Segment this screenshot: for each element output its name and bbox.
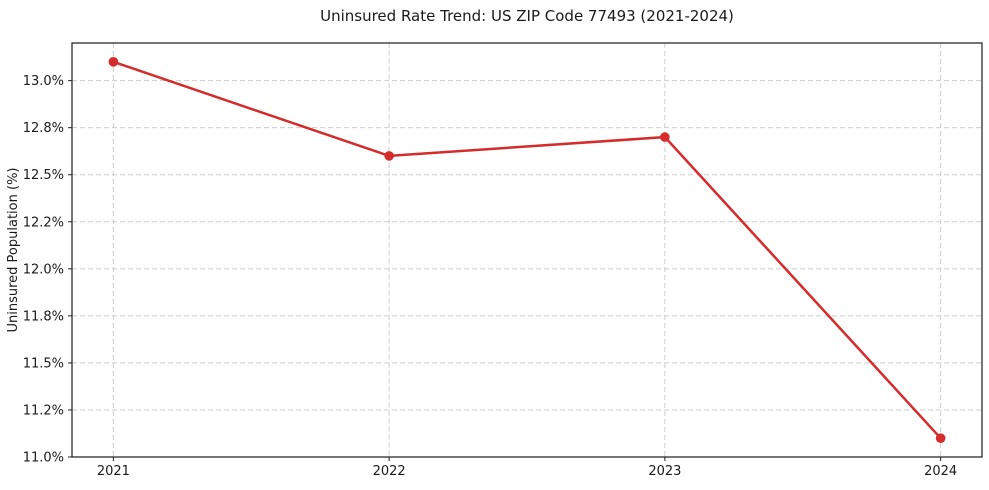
plot-area-border xyxy=(71,42,983,458)
y-tick-label: 12.8% xyxy=(23,121,64,136)
y-tick-label: 12.5% xyxy=(23,168,64,183)
data-point-marker xyxy=(108,57,119,67)
x-tick-label: 2021 xyxy=(97,464,130,479)
data-point-marker xyxy=(935,433,946,443)
y-tick-label: 11.2% xyxy=(23,403,64,418)
y-axis-label: Uninsured Population (%) xyxy=(6,168,21,333)
y-tick-label: 11.8% xyxy=(23,309,64,324)
tick-layer: 11.0% 11.2% 11.5% 11.8% 12.0% 12.2% 12.5% 12.8%… xyxy=(23,74,957,479)
y-tick-label: 13.0% xyxy=(23,74,64,89)
data-point-marker xyxy=(384,151,394,161)
trend-line xyxy=(112,60,942,440)
x-tick-label: 2023 xyxy=(648,464,681,479)
data-point-marker xyxy=(660,132,670,142)
series-layer xyxy=(108,57,946,443)
x-tick-label: 2022 xyxy=(373,464,406,479)
y-tick-label: 12.2% xyxy=(23,215,64,230)
y-tick-label: 12.0% xyxy=(23,262,64,277)
chart-title: Uninsured Rate Trend: US ZIP Code 77493 … xyxy=(320,7,734,25)
y-tick-label: 11.0% xyxy=(23,451,64,466)
y-tick-label: 11.5% xyxy=(23,356,64,371)
x-tick-label: 2024 xyxy=(924,464,957,479)
grid-layer xyxy=(72,43,982,458)
